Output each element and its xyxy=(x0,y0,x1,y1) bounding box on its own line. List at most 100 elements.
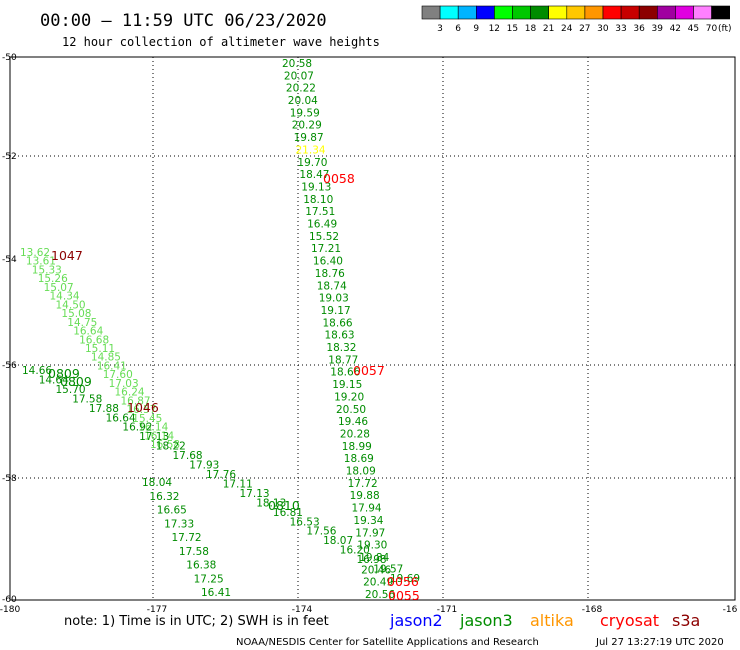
wave-height-value: 17.51 xyxy=(305,206,335,218)
wave-height-value: 17.72 xyxy=(348,478,378,490)
wave-height-value: 16.14 xyxy=(144,430,174,442)
lat-tick-label: -60 xyxy=(2,595,17,605)
wave-height-value: 19.34 xyxy=(353,515,383,527)
satellite-jason2: jason2 xyxy=(389,611,443,630)
pass-time-label: 1046 xyxy=(127,400,159,415)
legend-label: 27 xyxy=(579,24,590,34)
lat-tick-label: -54 xyxy=(2,255,17,265)
wave-height-value: 14.64 xyxy=(39,375,69,387)
wave-height-value: 17.97 xyxy=(355,527,385,539)
wave-height-value: 18.69 xyxy=(344,453,374,465)
wave-height-value: 18.66 xyxy=(330,367,360,379)
legend-swatch xyxy=(530,5,549,20)
wave-height-value: 20.50 xyxy=(336,404,366,416)
wave-height-value: 14.34 xyxy=(50,291,80,303)
lon-tick-label: -171 xyxy=(437,605,457,615)
wave-height-value: 17.93 xyxy=(189,460,219,472)
wave-height-value: 16.81 xyxy=(273,507,303,519)
legend-label: 6 xyxy=(455,24,461,34)
legend-label: 45 xyxy=(688,24,699,34)
pass-time-label: 0809 xyxy=(48,366,80,381)
lon-tick-label: -168 xyxy=(582,605,603,615)
color-legend: 3 6 9 12 15 18 21 24 27 30 33 36 39 42 45 70 (ft) xyxy=(421,5,732,34)
wave-height-value: 19.84 xyxy=(359,552,389,564)
wave-height-value: 16.14 xyxy=(138,422,168,434)
satellite-jason3: jason3 xyxy=(459,611,513,630)
lat-tick-label: -58 xyxy=(2,474,17,484)
wave-height-value: 14.75 xyxy=(67,317,97,329)
wave-height-value: 18.77 xyxy=(328,354,358,366)
satellite-cryosat: cryosat xyxy=(600,611,659,630)
pass-time-label: 0809 xyxy=(60,374,92,389)
legend-label: 33 xyxy=(615,24,626,34)
wave-height-value: 18.32 xyxy=(326,342,356,354)
legend-label: 39 xyxy=(651,24,663,34)
wave-height-value: 17.13 xyxy=(240,488,270,500)
wave-height-value: 16.87 xyxy=(121,395,151,407)
legend-label: 21 xyxy=(543,24,554,34)
legend-swatch xyxy=(675,5,694,20)
wave-height-value: 16.53 xyxy=(290,516,320,528)
legend-swatch xyxy=(638,5,658,20)
pass-time-label: 0056 xyxy=(387,574,419,589)
wave-height-value: 16.41 xyxy=(97,361,127,373)
wave-height-value: 19.87 xyxy=(294,132,324,144)
wave-height-value: 19.88 xyxy=(350,490,380,502)
wave-height-value: 13.62 xyxy=(20,247,50,259)
wave-height-value: 16.57 xyxy=(126,404,156,416)
wave-height-value: 18.99 xyxy=(342,441,372,453)
wave-height-value: 15.70 xyxy=(56,384,86,396)
map-grid xyxy=(10,57,735,600)
lat-tick-label: -56 xyxy=(2,361,17,371)
wave-height-value: 16.41 xyxy=(201,587,231,599)
legend-label: 18 xyxy=(525,24,537,34)
wave-height-value: 16.38 xyxy=(186,560,216,572)
wave-height-value: 17.58 xyxy=(72,393,102,405)
wave-height-value: 15.11 xyxy=(85,343,115,355)
legend-swatch xyxy=(656,5,676,20)
wave-height-value: 17.94 xyxy=(352,503,382,515)
page-title: 00:00 – 11:59 UTC 06/23/2020 xyxy=(40,11,327,31)
wave-height-value: 18.07 xyxy=(323,535,353,547)
wave-height-value: 20.04 xyxy=(288,95,318,107)
footer-note: note: 1) Time is in UTC; 2) SWH is in fe… xyxy=(64,614,329,629)
wave-height-value: 17.33 xyxy=(164,518,194,530)
wave-height-value: 15.52 xyxy=(309,231,339,243)
wave-height-value: 20.29 xyxy=(292,120,322,132)
pass-time-label: 0055 xyxy=(388,588,420,603)
page-subtitle: 12 hour collection of altimeter wave hei… xyxy=(62,35,380,49)
wave-height-value: 16.98 xyxy=(357,554,387,566)
legend-swatch xyxy=(421,5,441,20)
wave-height-value: 17.25 xyxy=(194,573,224,585)
wave-height-value: 17.68 xyxy=(173,450,203,462)
wave-height-value: 18.09 xyxy=(346,466,376,478)
legend-label: 9 xyxy=(473,24,479,34)
wave-height-value: 20.22 xyxy=(286,83,316,95)
legend-unit: (ft) xyxy=(718,24,732,34)
wave-height-value: 19.03 xyxy=(319,293,349,305)
wave-height-value: 16.64 xyxy=(73,326,103,338)
legend-swatch xyxy=(494,5,513,20)
wave-height-value: 16.58 xyxy=(150,439,180,451)
wave-height-value: 18.13 xyxy=(256,497,286,509)
pass-time-label: 0058 xyxy=(323,171,355,186)
wave-height-value: 18.04 xyxy=(142,477,172,489)
wave-height-value: 14.50 xyxy=(56,299,86,311)
wave-height-value: 17.60 xyxy=(103,369,133,381)
wave-height-value: 20.07 xyxy=(284,70,314,82)
wave-height-value: 17.56 xyxy=(306,526,336,538)
wave-height-value: 18.10 xyxy=(303,194,333,206)
wave-height-value: 16.32 xyxy=(149,491,179,503)
wave-height-value: 15.26 xyxy=(38,273,68,285)
lon-tick-label: -174 xyxy=(292,605,313,615)
wave-height-value: 21.34 xyxy=(296,144,326,156)
pass-time-label: 0810 xyxy=(268,498,300,513)
wave-height-value: 17.03 xyxy=(109,378,139,390)
legend-swatch xyxy=(475,5,495,20)
wave-height-value: 16.64 xyxy=(106,412,136,424)
legend-swatch xyxy=(620,5,640,20)
wave-height-value: 18.66 xyxy=(323,317,353,329)
legend-swatch xyxy=(584,5,604,20)
wave-height-value: 18.76 xyxy=(315,268,345,280)
